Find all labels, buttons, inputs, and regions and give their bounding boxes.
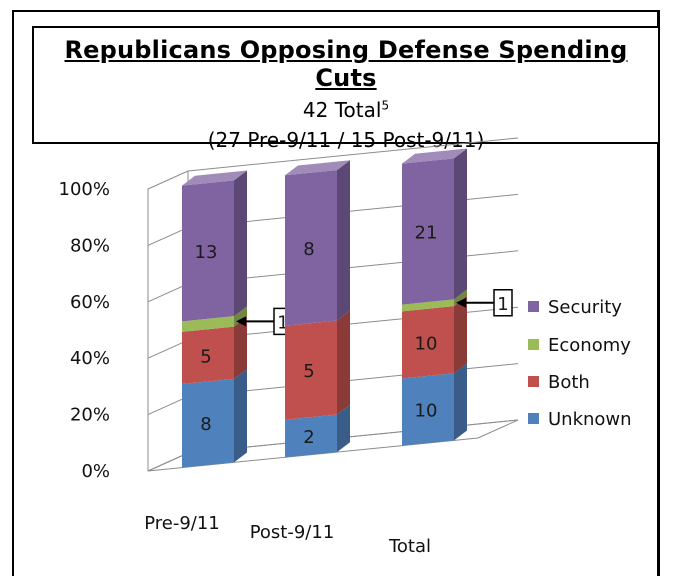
floor [147, 419, 519, 472]
bar-side-both [337, 310, 350, 415]
bar-side-security [454, 148, 467, 300]
side-gridline [147, 339, 189, 359]
callout-box [493, 289, 513, 317]
legend-swatch-security [528, 301, 539, 312]
chart-frame [12, 10, 660, 576]
callout-label: 1 [497, 294, 508, 315]
data-label: 5 [200, 346, 211, 367]
callout-arrowhead [236, 316, 246, 327]
callout-label: 1 [277, 312, 288, 333]
bar-segment-economy [402, 299, 454, 312]
bar-top [402, 148, 467, 164]
gridline [187, 137, 519, 172]
chart-subtitle: 42 Total5 [34, 98, 658, 122]
legend-swatch-unknown [528, 413, 539, 424]
bar-segment-unknown [182, 378, 234, 468]
y-tick-label: 0% [81, 461, 110, 482]
bar-top [285, 160, 350, 176]
bar-segment-both [182, 326, 234, 385]
y-tick-label: 40% [70, 348, 110, 369]
legend-swatch-both [528, 376, 539, 387]
legend-label-economy: Economy [548, 335, 631, 356]
chart-subtitle-2: (27 Pre-9/11 / 15 Post-9/11) [207, 128, 485, 152]
legend-label-security: Security [548, 297, 622, 318]
data-label: 21 [415, 223, 438, 244]
data-label: 10 [415, 333, 438, 354]
bar-side-economy [454, 289, 467, 307]
bar-side-unknown [234, 368, 247, 463]
data-label: 8 [303, 239, 314, 260]
bar-segment-economy [182, 316, 234, 332]
y-tick-label: 60% [70, 292, 110, 313]
legend-label-unknown: Unknown [548, 409, 632, 430]
data-label: 8 [200, 414, 211, 435]
bar-segment-unknown [402, 373, 454, 446]
data-label: 5 [303, 361, 314, 382]
y-tick-label: 100% [59, 179, 110, 200]
category-label: Total [388, 536, 431, 557]
bar-segment-security [402, 158, 454, 305]
data-label: 10 [415, 400, 438, 421]
legend-swatch-economy [528, 339, 539, 350]
bar-side-both [454, 296, 467, 374]
bar-side-security [234, 170, 247, 317]
bar-segment-both [285, 320, 337, 420]
bar-side-security [337, 160, 350, 321]
bar-side-both [234, 316, 247, 379]
bar-side-unknown [337, 404, 350, 453]
y-tick-label: 80% [70, 235, 110, 256]
bar-side-unknown [454, 363, 467, 441]
footnote-marker: 5 [381, 98, 390, 113]
subtitle-total: 42 Total [302, 98, 382, 122]
category-label: Post-9/11 [250, 522, 335, 543]
data-label: 13 [195, 242, 218, 263]
legend-label-both: Both [548, 372, 590, 393]
chart-title: Republicans Opposing Defense Spending Cu… [64, 36, 628, 92]
title-box: Republicans Opposing Defense Spending Cu… [32, 26, 660, 152]
bar-segment-unknown [285, 414, 337, 458]
callout-arrowhead [456, 297, 466, 308]
side-gridline [147, 170, 189, 190]
data-label: 2 [303, 427, 314, 448]
category-label: Pre-9/11 [144, 513, 220, 534]
bar-top [182, 170, 247, 186]
side-gridline [147, 283, 189, 303]
bar-segment-security [182, 180, 234, 322]
y-tick-label: 20% [70, 405, 110, 426]
bar-segment-security [285, 170, 337, 326]
side-gridline [147, 396, 189, 416]
bar-segment-both [402, 306, 454, 379]
side-gridline [147, 226, 189, 246]
